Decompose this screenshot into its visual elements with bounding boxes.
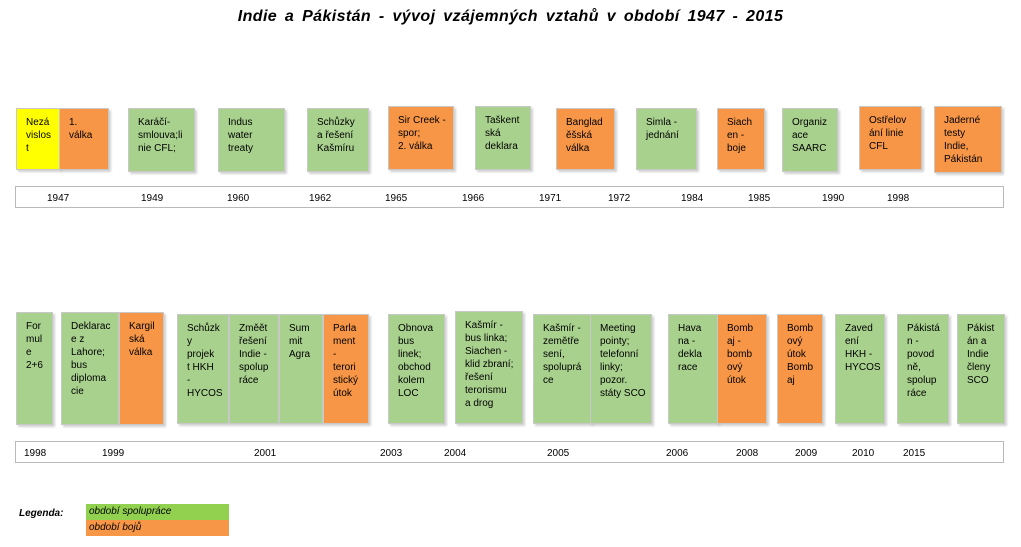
event-card-meeting-points: Meeting pointy; telefonní linky; pozor. …	[590, 314, 652, 424]
event-card-bangladesh-war: Banglad ěšská válka	[556, 108, 615, 170]
event-card-tashkent-declaration: Taškent ská deklara	[475, 106, 531, 170]
event-card-kashmir-talks: Schůzky a řešení Kašmíru	[307, 108, 369, 172]
timeline-axis-1	[15, 186, 1004, 208]
year-label: 1947	[47, 193, 70, 204]
year-label: 1984	[681, 193, 704, 204]
event-card-sir-creek-second-war: Sir Creek - spor; 2. válka	[388, 106, 454, 170]
legend-item-conflict: období bojů	[86, 520, 229, 536]
event-card-nuclear-tests: Jaderné testy Indie, Pákistán	[934, 106, 1002, 173]
event-card-karachi-agreement: Karáčí- smlouva;li nie CFL;	[128, 108, 195, 172]
year-label: 2009	[795, 448, 818, 459]
year-label: 2008	[736, 448, 759, 459]
event-card-hkh-hycos-introduction: Zaved ení HKH - HYCOS	[835, 314, 885, 424]
event-card-indus-water-treaty: Indus water treaty	[218, 108, 285, 172]
event-card-independence: Nezá vislos t	[16, 108, 60, 170]
year-label: 2006	[666, 448, 689, 459]
event-card-lahore-declaration: Deklarac e z Lahore; bus diploma cie	[61, 312, 119, 425]
year-label: 2001	[254, 448, 277, 459]
year-label: 1972	[608, 193, 631, 204]
year-label: 1998	[887, 193, 910, 204]
event-card-pakistan-floods: Pákistá n - povod ně, spolup ráce	[897, 314, 949, 424]
year-label: 2005	[547, 448, 570, 459]
event-card-bombay-attack: Bomb aj - bomb ový útok	[717, 314, 767, 424]
event-card-kargil-war: Kargil ská válka	[119, 312, 164, 425]
year-label: 1990	[822, 193, 845, 204]
event-card-bus-lines-renewal: Obnova bus linek; obchod kolem LOC	[388, 314, 445, 424]
year-label: 1999	[102, 448, 125, 459]
event-card-kashmir-bus-line: Kašmír - bus linka; Siachen - klid zbran…	[455, 311, 523, 424]
event-card-cfl-shelling: Ostřelov ání linie CFL	[859, 106, 922, 170]
year-label: 1985	[748, 193, 771, 204]
timeline-axis-2	[15, 441, 1004, 463]
year-label: 1962	[309, 193, 332, 204]
year-label: 1965	[385, 193, 408, 204]
event-card-first-war: 1. válka	[59, 108, 109, 170]
year-label: 2015	[903, 448, 926, 459]
event-card-simla-talks: Simla - jednání	[636, 108, 697, 170]
year-label: 2003	[380, 448, 403, 459]
event-card-hkh-hycos-meetings: Schůzk y projek t HKH - HYCOS	[177, 314, 229, 424]
event-card-solution-change: Změět řešení Indie - spolup ráce	[229, 314, 279, 424]
diagram-title: Indie a Pákistán - vývoj vzájemných vzta…	[237, 8, 784, 25]
event-card-agra-summit: Sum mit Agra	[279, 314, 323, 424]
year-label: 2004	[444, 448, 467, 459]
year-label: 1998	[24, 448, 47, 459]
event-card-havana-declaration: Hava na - dekla race	[668, 314, 718, 424]
year-label: 1966	[462, 193, 485, 204]
event-card-siachen-fights: Siach en - boje	[717, 108, 765, 170]
legend-label: Legenda:	[19, 508, 64, 519]
legend-item-cooperation: období spolupráce	[86, 504, 229, 520]
event-card-formula-2-6: For mul e 2+6	[16, 312, 53, 425]
year-label: 1949	[141, 193, 164, 204]
event-card-bomb-attack: Bomb ový útok Bomb aj	[777, 314, 823, 424]
event-card-saarc: Organiz ace SAARC	[782, 108, 838, 172]
year-label: 1960	[227, 193, 250, 204]
event-card-sco-members: Pákist án a Indie členy SCO	[957, 314, 1005, 424]
event-card-parliament-attack: Parla ment - terori stický útok	[323, 314, 369, 424]
event-card-kashmir-earthquake: Kašmír - zemětře sení, spoluprá ce	[533, 314, 591, 424]
year-label: 1971	[539, 193, 562, 204]
year-label: 2010	[852, 448, 875, 459]
